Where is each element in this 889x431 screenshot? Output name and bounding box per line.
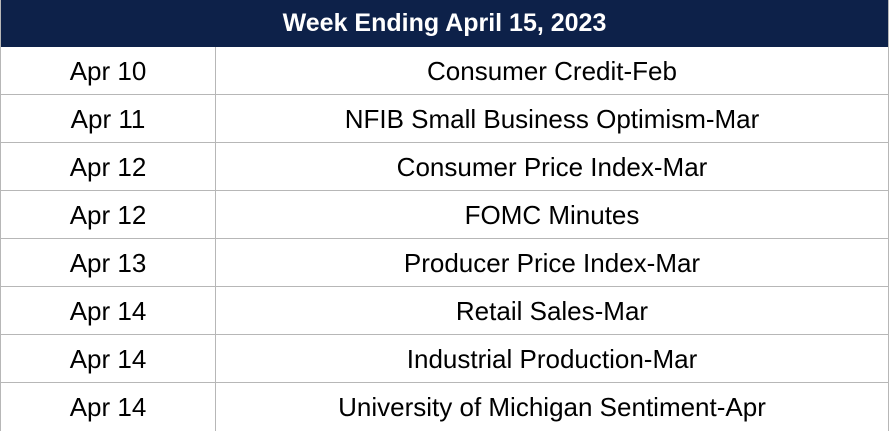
row-event: University of Michigan Sentiment-Apr bbox=[338, 392, 766, 422]
table-row: Apr 12 FOMC Minutes bbox=[1, 191, 888, 239]
row-date: Apr 14 bbox=[1, 335, 216, 382]
row-event: Industrial Production-Mar bbox=[406, 344, 698, 374]
row-date: Apr 11 bbox=[1, 95, 216, 142]
table-body: Apr 10 Consumer Credit-Feb Apr 11 NFIB S… bbox=[1, 47, 888, 431]
row-event: Retail Sales-Mar bbox=[455, 296, 649, 326]
row-event: Consumer Credit-Feb bbox=[427, 56, 677, 86]
row-event: Consumer Price Index-Mar bbox=[396, 152, 708, 182]
row-date: Apr 10 bbox=[1, 47, 216, 94]
row-event: NFIB Small Business Optimism-Mar bbox=[344, 104, 760, 134]
table-row: Apr 14 Industrial Production-Mar bbox=[1, 335, 888, 383]
row-event: Producer Price Index-Mar bbox=[403, 248, 701, 278]
row-date: Apr 13 bbox=[1, 239, 216, 286]
table-row: Apr 12 Consumer Price Index-Mar bbox=[1, 143, 888, 191]
table-row: Apr 14 Retail Sales-Mar bbox=[1, 287, 888, 335]
table-row: Apr 14 University of Michigan Sentiment-… bbox=[1, 383, 888, 431]
row-event: FOMC Minutes bbox=[464, 200, 640, 230]
table-row: Apr 11 NFIB Small Business Optimism-Mar bbox=[1, 95, 888, 143]
row-date: Apr 12 bbox=[1, 143, 216, 190]
row-date: Apr 14 bbox=[1, 383, 216, 431]
table-header-title: Week Ending April 15, 2023 bbox=[1, 0, 888, 47]
table-row: Apr 10 Consumer Credit-Feb bbox=[1, 47, 888, 95]
row-date: Apr 14 bbox=[1, 287, 216, 334]
row-date: Apr 12 bbox=[1, 191, 216, 238]
table-row: Apr 13 Producer Price Index-Mar bbox=[1, 239, 888, 287]
